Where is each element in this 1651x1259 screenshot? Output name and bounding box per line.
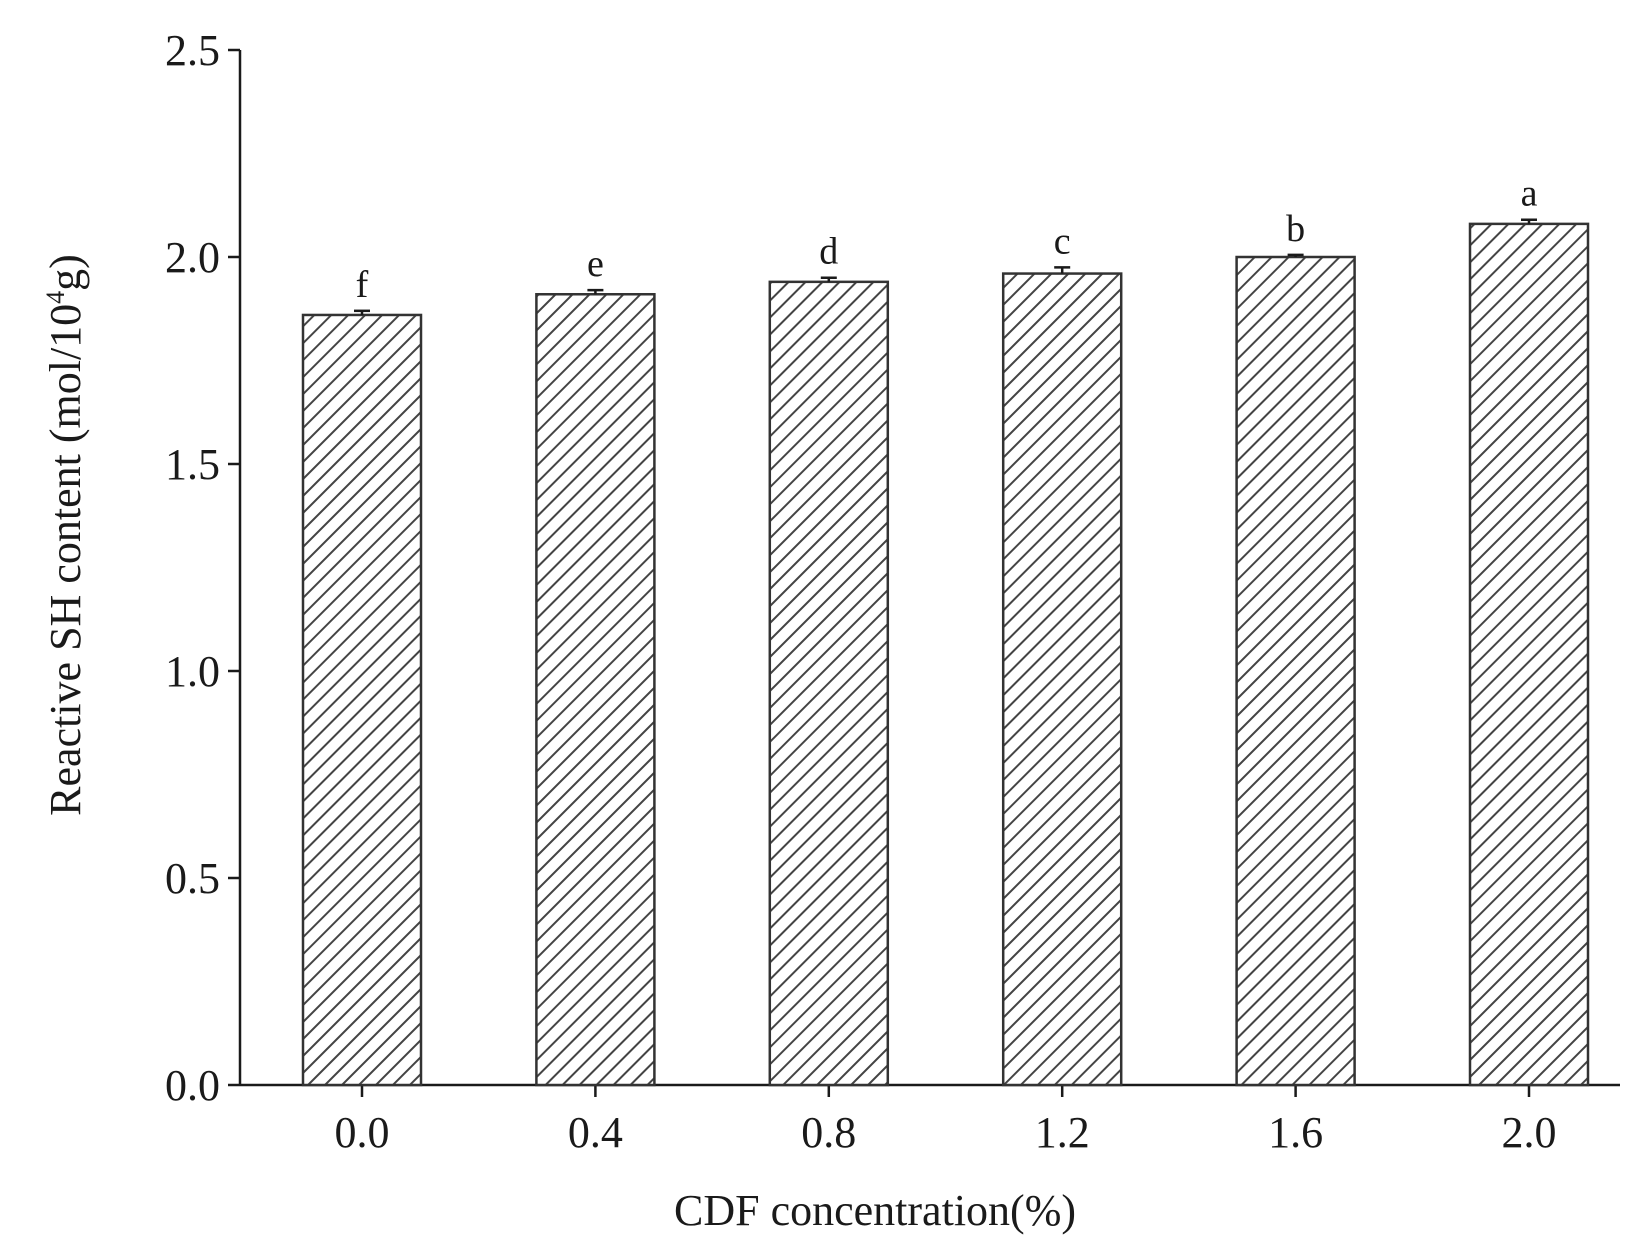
y-tick-label: 1.0 xyxy=(165,647,220,696)
x-axis: 0.0 0.4 0.8 1.2 1.6 2.0 xyxy=(240,1083,1620,1157)
y-axis-title: Reactive SH content (mol/104g) xyxy=(41,254,90,816)
y-tick-label: 1.5 xyxy=(165,440,220,489)
x-tick-label: 0.8 xyxy=(801,1108,856,1157)
x-tick-label: 0.4 xyxy=(568,1108,623,1157)
bars: f e d c b a xyxy=(301,173,1590,1087)
x-axis-title: CDF concentration(%) xyxy=(674,1186,1076,1235)
y-tick-label: 2.0 xyxy=(165,233,220,282)
bar xyxy=(768,280,890,1087)
significance-label: c xyxy=(1054,220,1071,262)
y-tick-label: 0.5 xyxy=(165,854,220,903)
y-axis-title-end: g) xyxy=(41,254,90,291)
x-tick-label: 0.0 xyxy=(335,1108,390,1157)
x-tick-label: 2.0 xyxy=(1502,1108,1557,1157)
y-axis: 0.0 0.5 1.0 1.5 2.0 2.5 xyxy=(165,26,242,1110)
bar xyxy=(1235,255,1356,1087)
y-tick-label: 0.0 xyxy=(165,1061,220,1110)
significance-label: b xyxy=(1286,208,1305,250)
significance-label: f xyxy=(356,264,369,306)
x-tick-label: 1.6 xyxy=(1268,1108,1323,1157)
y-tick-label: 2.5 xyxy=(165,26,220,75)
bar xyxy=(1468,222,1590,1087)
x-tick-label: 1.2 xyxy=(1035,1108,1090,1157)
bar xyxy=(301,313,423,1087)
significance-label: a xyxy=(1521,173,1538,215)
significance-label: e xyxy=(587,243,604,285)
significance-label: d xyxy=(819,231,838,273)
bar xyxy=(535,293,656,1087)
bar xyxy=(1001,272,1123,1087)
y-axis-title-superscript: 4 xyxy=(41,291,70,304)
y-axis-title-main: Reactive SH content (mol/10 xyxy=(41,304,90,816)
